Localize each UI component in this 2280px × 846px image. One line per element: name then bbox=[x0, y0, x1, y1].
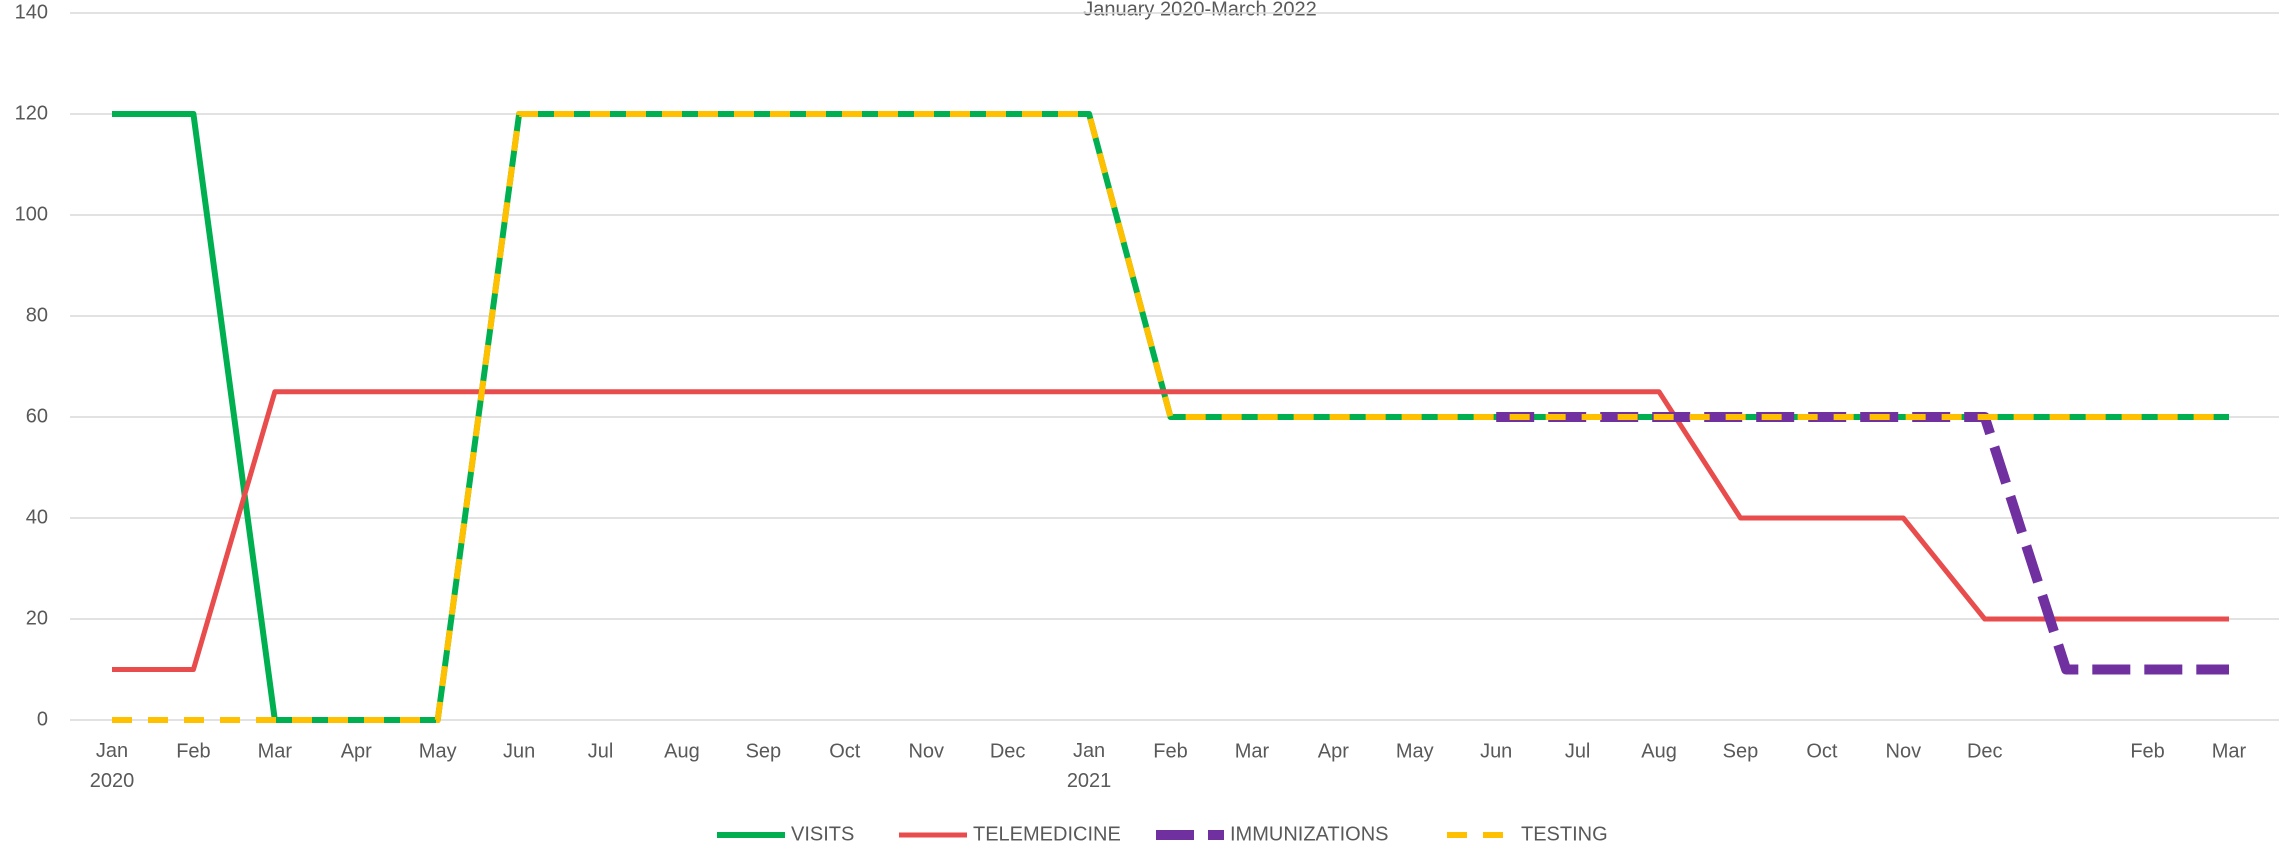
x-tick-label: Oct bbox=[1806, 740, 1838, 762]
legend-label: TELEMEDICINE bbox=[973, 823, 1121, 845]
x-tick-label: Feb bbox=[176, 740, 210, 762]
chart-title: January 2020-March 2022 bbox=[1083, 0, 1316, 20]
x-tick-label: Dec bbox=[1967, 740, 2003, 762]
y-tick-label: 140 bbox=[15, 1, 48, 23]
x-tick-label: Feb bbox=[2130, 740, 2164, 762]
y-tick-label: 0 bbox=[37, 708, 48, 730]
x-tick-label: Jul bbox=[1565, 740, 1591, 762]
series-line bbox=[112, 111, 2229, 723]
x-tick-label: Jul bbox=[588, 740, 614, 762]
x-tick-label: Aug bbox=[1641, 740, 1677, 762]
x-tick-label: Mar bbox=[2212, 740, 2247, 762]
y-tick-label: 100 bbox=[15, 203, 48, 225]
x-tick-label: Apr bbox=[341, 740, 372, 762]
x-tick-label: Jun bbox=[503, 740, 535, 762]
series-line bbox=[112, 389, 2229, 672]
y-tick-label: 60 bbox=[26, 405, 48, 427]
x-tick-label: Sep bbox=[1723, 740, 1759, 762]
y-tick-label: 80 bbox=[26, 304, 48, 326]
x-tick-label: May bbox=[419, 740, 457, 762]
x-tick-label: Dec bbox=[990, 740, 1026, 762]
x-tick-label: Nov bbox=[1886, 740, 1922, 762]
x-tick-label: Mar bbox=[258, 740, 293, 762]
x-tick-label: Jan 2021 bbox=[1067, 740, 1112, 792]
legend-label: TESTING bbox=[1521, 823, 1608, 845]
y-tick-label: 120 bbox=[15, 102, 48, 124]
x-tick-label: Sep bbox=[746, 740, 782, 762]
y-tick-label: 40 bbox=[26, 506, 48, 528]
x-tick-label: Jan 2020 bbox=[90, 740, 135, 792]
x-tick-label: Jun bbox=[1480, 740, 1512, 762]
x-tick-label: Oct bbox=[829, 740, 861, 762]
x-tick-label: Apr bbox=[1318, 740, 1349, 762]
y-tick-label: 20 bbox=[26, 607, 48, 629]
x-tick-label: Aug bbox=[664, 740, 700, 762]
series-line bbox=[1496, 412, 2229, 675]
x-tick-label: Nov bbox=[908, 740, 944, 762]
x-tick-label: Mar bbox=[1235, 740, 1270, 762]
x-tick-label: May bbox=[1396, 740, 1434, 762]
x-tick-label: Feb bbox=[1153, 740, 1187, 762]
legend-label: VISITS bbox=[791, 823, 854, 845]
legend-label: IMMUNIZATIONS bbox=[1230, 823, 1389, 845]
